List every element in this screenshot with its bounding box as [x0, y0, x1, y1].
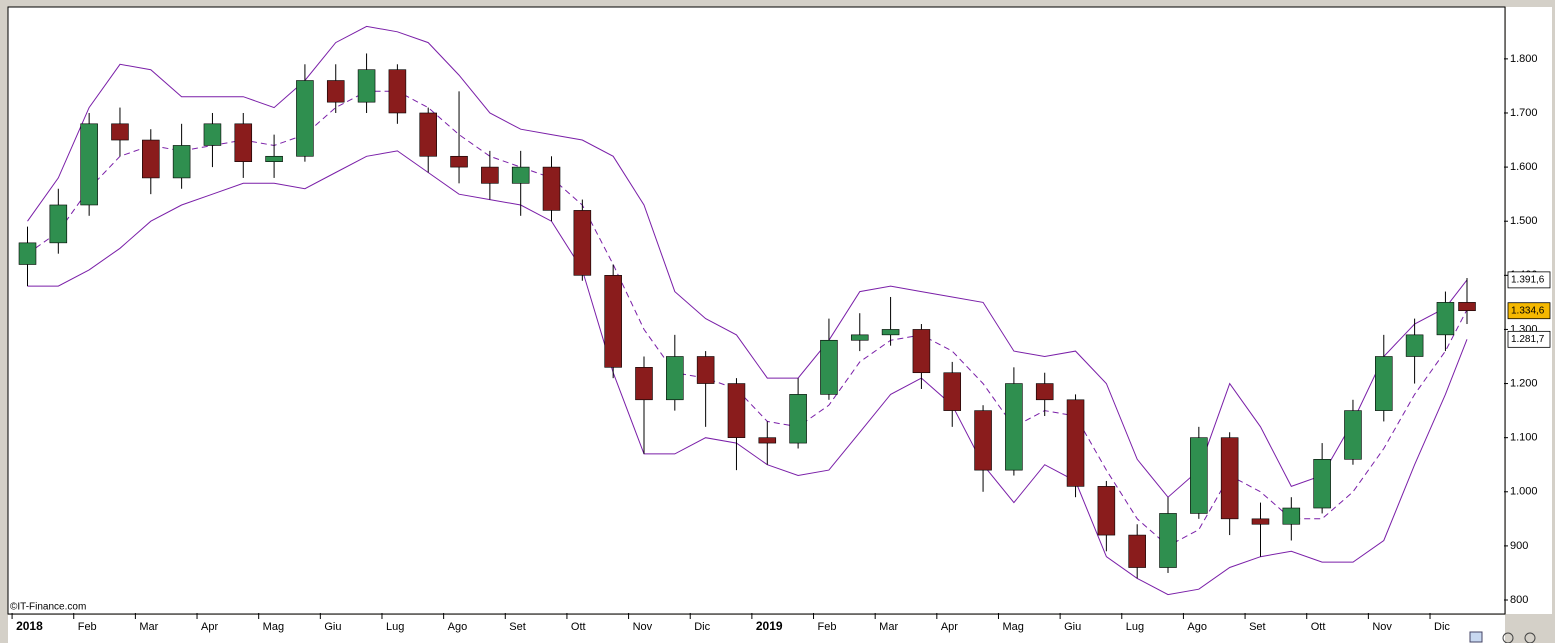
candle-body — [1251, 518, 1270, 525]
x-tick-label: Giu — [324, 621, 341, 633]
y-tick-label: 1.000 — [1510, 486, 1538, 498]
x-tick-label: Set — [509, 621, 526, 633]
candle-body — [511, 166, 530, 184]
candle-body — [666, 356, 684, 401]
candle-body — [49, 204, 68, 244]
candle-body — [1097, 486, 1116, 536]
candle-body — [1375, 356, 1393, 411]
candle-body — [758, 437, 777, 444]
candle-body — [943, 372, 962, 411]
price-tag-label: 1.281,7 — [1511, 334, 1545, 345]
tool-icon[interactable] — [1469, 631, 1483, 643]
candle-body — [820, 339, 838, 395]
candle-body — [1405, 334, 1424, 357]
candle-body — [296, 80, 314, 157]
candle-body — [850, 334, 869, 341]
x-tick-label: Mag — [1002, 621, 1023, 633]
x-tick-label: Ago — [448, 621, 468, 633]
candle-body — [542, 166, 561, 211]
candle-body — [172, 145, 191, 179]
x-tick-label: Dic — [1434, 621, 1450, 633]
candle-body — [1458, 302, 1476, 312]
x-tick-label: Feb — [818, 621, 837, 633]
bollinger-middle — [27, 90, 1468, 547]
candle-body — [635, 367, 653, 401]
candle-body — [388, 69, 407, 114]
x-tick-label: Ott — [1311, 621, 1326, 633]
candle-body — [696, 356, 715, 384]
x-axis-panel — [8, 615, 1505, 643]
candle-body — [1159, 513, 1177, 568]
candle-body — [419, 112, 437, 157]
candle-body — [1313, 459, 1331, 509]
x-tick-label: Mar — [139, 621, 158, 633]
x-tick-label: Mar — [879, 621, 898, 633]
x-tick-label: Ago — [1187, 621, 1207, 633]
candle-body — [1035, 383, 1054, 401]
price-tag-label: 1.334,6 — [1511, 305, 1545, 316]
candle-body — [18, 242, 37, 265]
candle-body — [881, 329, 900, 336]
y-tick-label: 800 — [1510, 594, 1528, 606]
candle-body — [1220, 437, 1239, 520]
x-tick-label: Ott — [571, 621, 586, 633]
candle-body — [573, 210, 592, 276]
candle-body — [727, 383, 746, 438]
price-tag — [1507, 271, 1551, 289]
candle-body — [142, 139, 160, 179]
x-tick-label: Mag — [263, 621, 284, 633]
x-tick-label: Lug — [386, 621, 404, 633]
y-tick-label: 1.100 — [1510, 432, 1538, 444]
candle-body — [912, 329, 931, 374]
watermark: ©IT-Finance.com — [10, 602, 86, 613]
price-tag-label: 1.391,6 — [1511, 275, 1545, 286]
candle-body — [1436, 302, 1455, 336]
candle-body — [789, 394, 807, 444]
candle-body — [974, 410, 992, 471]
bollinger-upper — [27, 25, 1468, 498]
x-tick-label: Apr — [201, 621, 218, 633]
price-tag — [1507, 330, 1551, 348]
candle-body — [1282, 507, 1301, 525]
candle-body — [326, 80, 345, 103]
y-tick-label: 1.500 — [1510, 215, 1538, 227]
bollinger-lower — [27, 150, 1468, 596]
plot-area — [7, 6, 1506, 615]
x-tick-label: Dic — [694, 621, 710, 633]
candle-body — [1128, 534, 1146, 568]
y-tick-label: 1.700 — [1510, 107, 1538, 119]
candle-body — [265, 155, 283, 162]
candle-body — [203, 123, 222, 146]
x-tick-label: Lug — [1126, 621, 1144, 633]
candle-body — [1344, 410, 1362, 460]
candle-body — [1066, 399, 1085, 487]
candle-body — [80, 123, 98, 206]
x-tick-label: Nov — [633, 621, 653, 633]
tool-icon[interactable] — [1524, 632, 1536, 643]
candle-body — [604, 275, 622, 368]
x-tick-label: 2019 — [756, 619, 783, 633]
y-tick-label: 900 — [1510, 540, 1528, 552]
x-tick-label: Nov — [1372, 621, 1392, 633]
tool-icon[interactable] — [1502, 632, 1514, 643]
x-tick-label: Giu — [1064, 621, 1081, 633]
candle-body — [450, 155, 468, 168]
x-tick-label: Set — [1249, 621, 1266, 633]
x-tick-label: Apr — [941, 621, 958, 633]
candle-body — [357, 69, 376, 103]
candle-body — [234, 123, 253, 162]
x-tick-label: Feb — [78, 621, 97, 633]
x-tick-label: 2018 — [16, 619, 43, 633]
candle-body — [1005, 383, 1023, 471]
candle-body — [111, 123, 129, 141]
y-tick-label: 1.600 — [1510, 161, 1538, 173]
y-tick-label: 1.800 — [1510, 53, 1538, 65]
price-tag — [1507, 302, 1551, 320]
candle-body — [481, 166, 499, 184]
candle-body — [1190, 437, 1208, 514]
y-tick-label: 1.200 — [1510, 377, 1538, 389]
